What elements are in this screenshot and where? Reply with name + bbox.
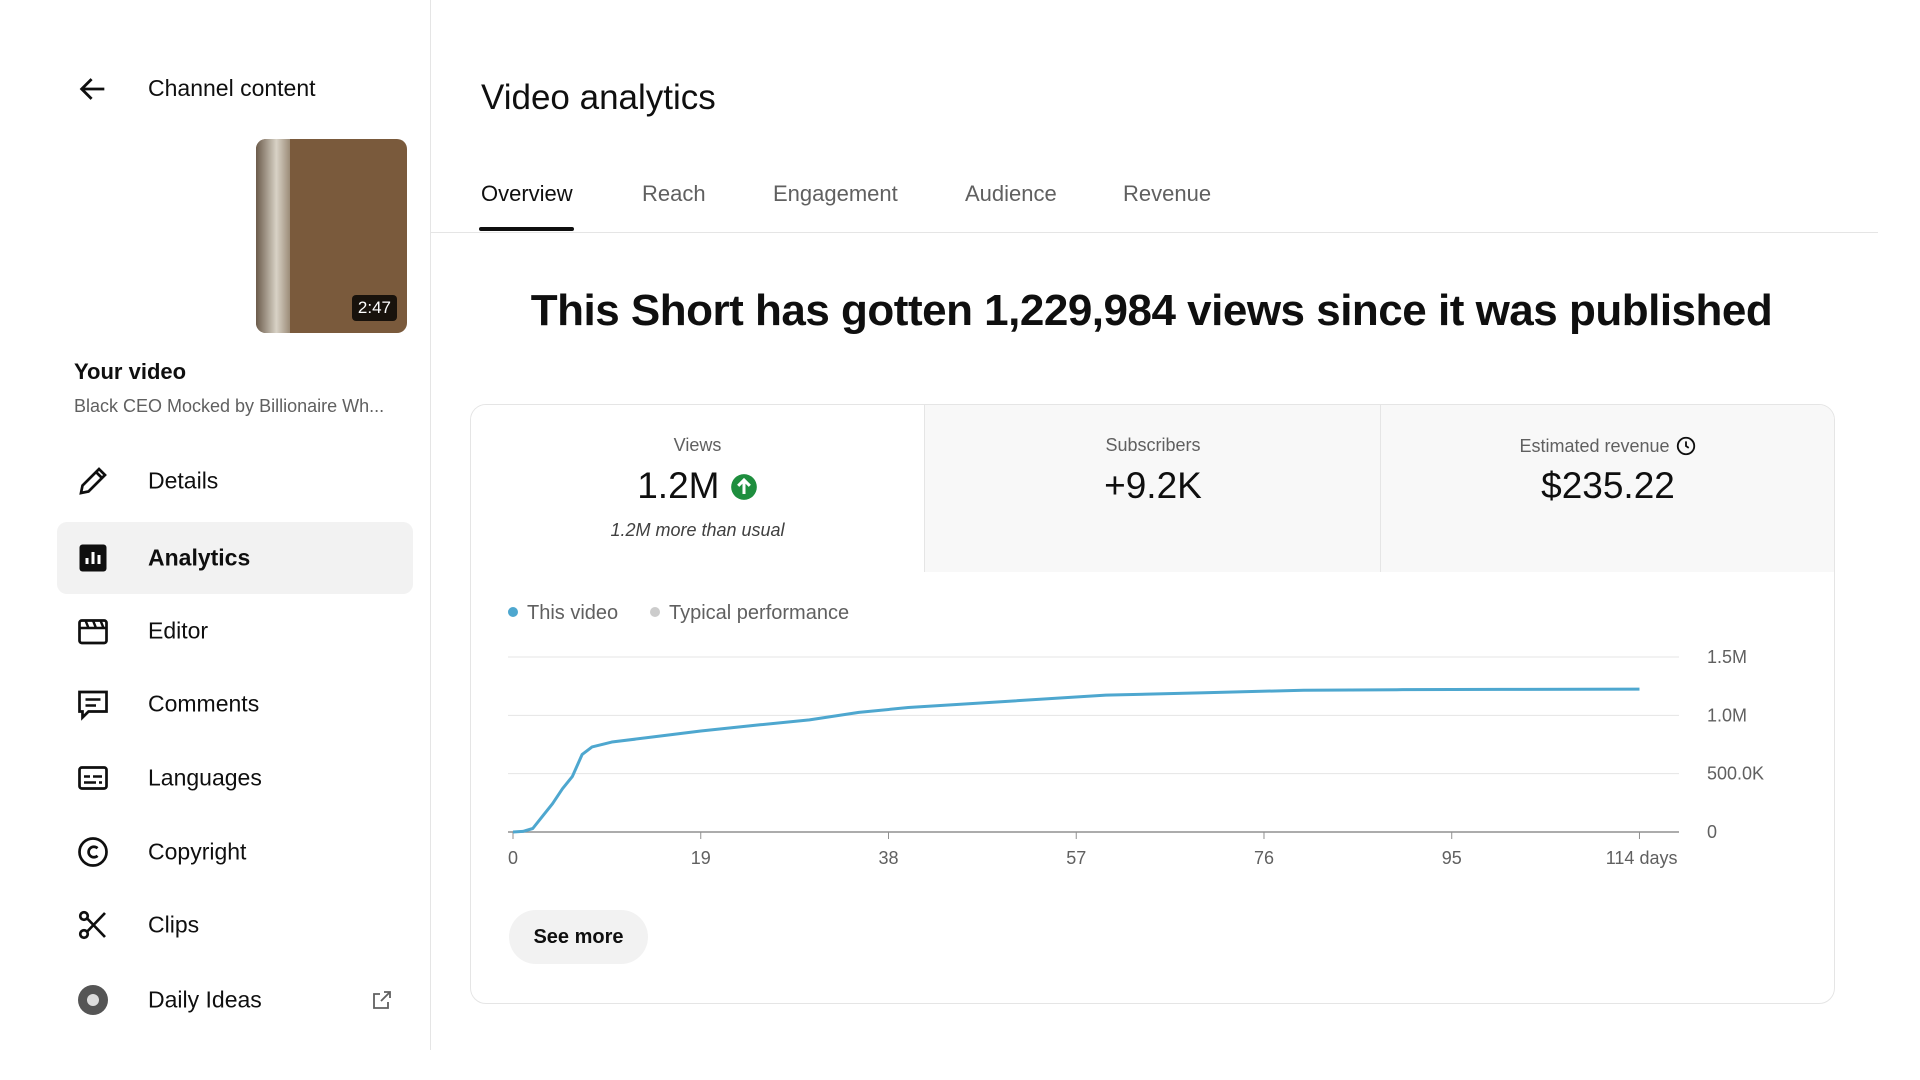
thumbnail-figure (256, 139, 290, 333)
analytics-card: Views 1.2M 1.2M more than usual Subscrib… (470, 404, 1835, 1004)
page-title: Video analytics (481, 78, 716, 117)
nav-highlight (57, 522, 413, 594)
duration: 2:47 (351, 295, 397, 321)
nav-item[interactable]: Details (148, 467, 219, 494)
metric-label: Subscribers (1105, 435, 1201, 455)
copyright-icon (78, 837, 108, 867)
sidebar: Channel content 2:47 Your video Black CE… (0, 0, 431, 1050)
nav-item[interactable]: Copyright (148, 838, 247, 865)
tab[interactable]: Engagement (773, 181, 898, 206)
daily-ideas-icon (78, 985, 108, 1015)
analytics-icon (79, 544, 107, 572)
tab[interactable]: Revenue (1123, 181, 1212, 206)
metric-value: 1.2M (471, 465, 924, 507)
clock-icon (1676, 436, 1695, 456)
metric-label-text: Estimated revenue (1519, 436, 1670, 456)
external-link-icon[interactable] (370, 988, 394, 1012)
metric-note: 1.2M more than usual (610, 520, 785, 540)
video-title: Black CEO Mocked by Billionaire Wh... (74, 396, 385, 416)
nav-item[interactable]: Languages (148, 764, 262, 791)
metric-label: Estimated revenue (1381, 435, 1834, 457)
back-arrow[interactable] (76, 72, 110, 106)
headline: This Short has gotten 1,229,984 views si… (530, 286, 1773, 335)
comments-icon (78, 690, 108, 721)
metric-value: $235.22 (1541, 465, 1675, 506)
nav-item[interactable]: Daily Ideas (148, 986, 262, 1013)
nav-item[interactable]: Editor (148, 617, 209, 644)
metric-value-text: 1.2M (637, 465, 720, 506)
see-more-button[interactable]: See more (509, 910, 648, 964)
metric-tile[interactable]: Views 1.2M 1.2M more than usual (471, 405, 924, 572)
tab[interactable]: Overview (481, 181, 573, 206)
tab[interactable]: Audience (965, 181, 1057, 206)
tab[interactable]: Reach (642, 181, 706, 206)
metric-value: +9.2K (1104, 465, 1202, 506)
nav-item[interactable]: Analytics (148, 544, 251, 571)
tab-underline (479, 227, 574, 231)
up-icon (730, 474, 757, 500)
nav-item[interactable]: Clips (148, 911, 200, 938)
languages-icon (78, 766, 108, 790)
your-video-label: Your video (74, 359, 187, 384)
back-label[interactable]: Channel content (148, 75, 316, 101)
details-icon (79, 467, 107, 495)
clips-icon (78, 910, 106, 940)
thumbnail[interactable]: 2:47 (256, 139, 407, 333)
tab-divider (431, 232, 1878, 233)
metric-label: Views (673, 435, 722, 455)
metric-tile[interactable]: Subscribers +9.2K (924, 405, 1381, 572)
editor-icon (78, 619, 108, 645)
nav-item[interactable]: Comments (148, 690, 260, 717)
metric-tile[interactable]: Estimated revenue $235.22 (1380, 405, 1834, 572)
